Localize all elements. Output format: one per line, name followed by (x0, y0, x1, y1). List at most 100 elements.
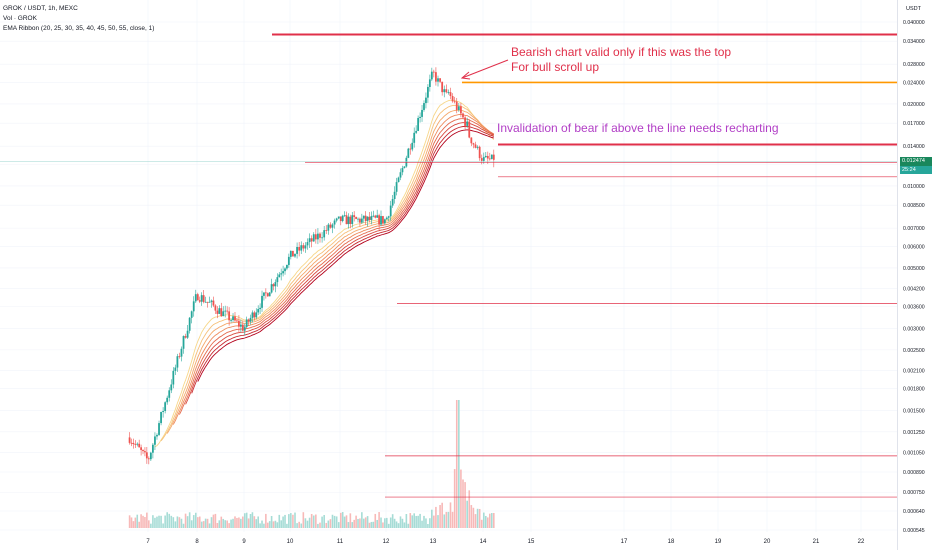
time-tick-label: 19 (715, 539, 722, 545)
time-tick-label: 9 (242, 539, 246, 545)
time-tick-label: 20 (764, 539, 771, 545)
candle-body (208, 301, 211, 303)
candle-body (232, 316, 234, 321)
time-tick-label: 22 (858, 539, 865, 545)
volume-bar (148, 520, 150, 528)
candle-body (192, 301, 195, 312)
candle-body (156, 434, 158, 437)
time-tick-label: 8 (195, 539, 199, 545)
candle-body (321, 237, 323, 239)
volume-bar (212, 514, 215, 528)
symbol-title[interactable]: GROK / USDT, 1h, MEXC (3, 5, 78, 12)
volume-bar (198, 516, 201, 528)
price-tick-label: 0.001050 (903, 450, 925, 456)
volume-bar (393, 518, 396, 528)
volume-bar (349, 513, 352, 528)
volume-bar (464, 482, 466, 528)
candle-body (391, 199, 394, 206)
candle-body (319, 233, 321, 238)
volume-bar (493, 512, 495, 528)
volume-bar (472, 507, 475, 528)
candle-body (180, 348, 183, 357)
candle-body (484, 155, 487, 158)
price-tick-label: 0.024000 (903, 80, 925, 86)
price-tick-label: 0.003600 (903, 305, 925, 311)
volume-bar (487, 517, 489, 528)
candle-body (128, 437, 131, 443)
candle-body (387, 216, 390, 218)
volume-bar (270, 516, 273, 528)
volume-bar (228, 523, 230, 528)
price-tick-label: 0.014000 (903, 144, 925, 150)
ema-ribbon-label[interactable]: EMA Ribbon (20, 25, 30, 35, 40, 45, 50, … (3, 25, 155, 32)
volume-bar (294, 512, 296, 528)
candle-body (292, 250, 294, 257)
candle-body (166, 397, 169, 403)
volume-bar (468, 490, 471, 528)
candle-body (337, 216, 340, 219)
volume-bar (272, 521, 275, 528)
volume-bar (257, 516, 259, 528)
volume-bar (194, 512, 197, 528)
candle-body (439, 78, 441, 82)
volume-bar (458, 400, 460, 528)
volume-bar (255, 519, 258, 528)
volume-bar (361, 512, 363, 528)
candle-body (325, 230, 328, 231)
candle-body (403, 166, 406, 169)
volume-bar (178, 517, 181, 528)
candle-body (214, 305, 217, 311)
candle-body (132, 442, 135, 445)
candle-body (216, 310, 219, 314)
volume-bar (427, 523, 429, 528)
candle-body (287, 256, 290, 265)
candle-body (236, 320, 238, 322)
volume-bar (325, 522, 328, 528)
drawn-horizontal-lines[interactable] (272, 33, 897, 498)
volume-bar (329, 519, 332, 528)
volume-bar (278, 514, 281, 528)
candle-body (351, 215, 354, 224)
candle-body (389, 205, 392, 217)
volume-bar (138, 521, 140, 528)
volume-bar (222, 518, 225, 528)
candle-countdown: 25:24 (900, 166, 932, 174)
top-annotation[interactable]: Bearish chart valid only if this was the… (511, 45, 731, 75)
volume-bar (176, 516, 179, 528)
candle-body (144, 451, 146, 453)
candle-body (378, 215, 380, 225)
candle-body (437, 78, 439, 82)
candle-body (298, 247, 301, 251)
candle-body (253, 312, 256, 318)
volume-bar (403, 522, 406, 528)
quote-currency[interactable]: USDT (906, 6, 921, 12)
ema-line (178, 118, 495, 415)
candle-body (190, 311, 193, 318)
candle-body (409, 148, 412, 150)
invalidation-annotation[interactable]: Invalidation of bear if above the line n… (497, 121, 779, 135)
candle-body (486, 155, 489, 159)
candle-body (385, 217, 388, 220)
candle-body (220, 308, 223, 317)
candle-body (430, 71, 433, 80)
ema-line (185, 122, 495, 405)
candle-body (492, 154, 495, 160)
candle-body (306, 242, 309, 246)
candle-body (130, 442, 133, 444)
volume-bar (441, 502, 443, 528)
volume-bar (455, 400, 458, 528)
candle-body (472, 143, 475, 145)
time-axis[interactable]: 7 8 9 10 11 12 13 14 15 17 18 19 20 21 22 (146, 539, 865, 545)
candle-body (178, 356, 181, 358)
candle-body (270, 284, 273, 293)
candle-body (460, 106, 462, 114)
volume-bar (168, 513, 171, 528)
volume-bar (429, 518, 431, 528)
volume-indicator-label[interactable]: Vol · GROK (3, 15, 37, 22)
volume-bar (288, 514, 290, 528)
candle-body (284, 268, 286, 272)
price-axis[interactable]: 0.040000 0.034000 0.028000 0.024000 0.020000… (903, 20, 925, 534)
candle-body (327, 224, 330, 231)
